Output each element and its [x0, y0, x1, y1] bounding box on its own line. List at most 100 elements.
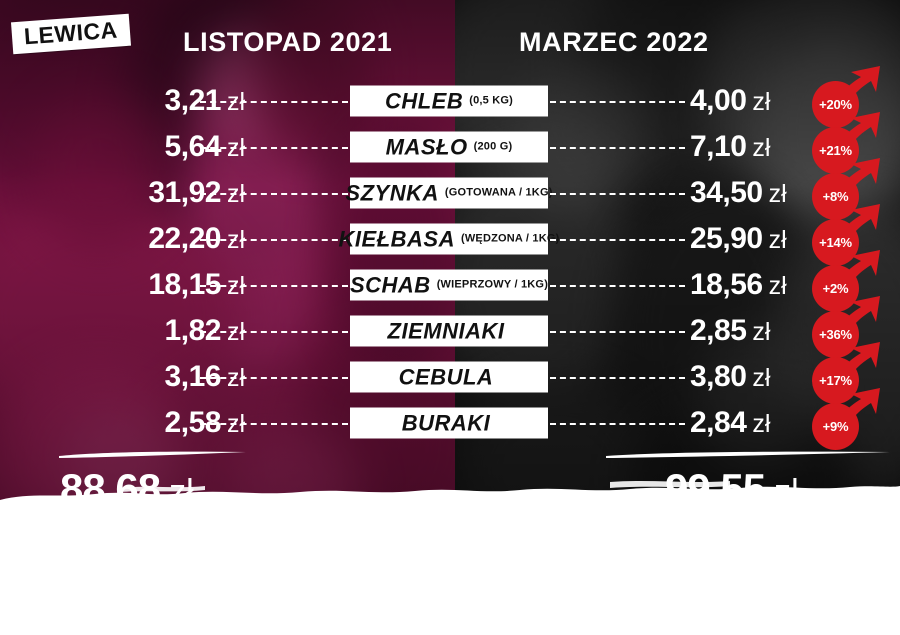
price-row: 31,92 zł SZYNKA (GOTOWANA / 1KG) 34,50 zł +8% — [0, 158, 900, 220]
price-after-currency: zł — [752, 134, 771, 162]
product-name: SZYNKA — [345, 180, 439, 205]
connector-dashes-left — [200, 101, 348, 103]
price-after-value: 34,50 — [690, 176, 763, 209]
connector-dashes-left — [200, 239, 348, 241]
change-percent-circle: +17% — [812, 357, 859, 404]
product-label: BURAKI — [350, 407, 548, 439]
price-after-value: 3,80 — [690, 360, 747, 393]
price-before-value: 5,64 — [164, 130, 222, 163]
change-badge: +20% — [812, 66, 892, 130]
product-label: SZYNKA (GOTOWANA / 1KG) — [345, 177, 552, 209]
price-row: 22,20 zł KIEŁBASA (WĘDZONA / 1KG) 25,90 zł +14… — [0, 204, 900, 266]
price-after-value: 7,10 — [690, 130, 747, 163]
connector-dashes-right — [550, 147, 685, 149]
connector-dashes-left — [200, 423, 348, 425]
price-before-value: 3,16 — [164, 360, 222, 393]
product-quantity: (GOTOWANA / 1KG) — [444, 186, 553, 199]
change-percent-value: +8% — [822, 189, 849, 204]
price-before-value: 22,20 — [148, 222, 221, 255]
change-percent-circle: +9% — [812, 403, 859, 450]
change-percent-circle: +14% — [812, 219, 859, 266]
price-before-value: 2,58 — [164, 406, 222, 439]
connector-dashes-left — [200, 147, 348, 149]
column-header-after: MARZEC 2022 — [519, 27, 709, 57]
product-name: BURAKI — [401, 410, 491, 435]
product-quantity: (200 G) — [473, 140, 513, 153]
product-name: SCHAB — [349, 272, 431, 297]
change-badge: +2% — [812, 250, 892, 314]
price-after: 25,90 zł — [690, 224, 787, 254]
price-after-currency: zł — [768, 180, 787, 208]
price-before-value: 18,15 — [148, 268, 221, 301]
change-percent-circle: +20% — [812, 81, 859, 128]
product-label: SCHAB (WIEPRZOWY / 1KG) — [349, 269, 548, 301]
connector-dashes-right — [550, 331, 685, 333]
change-percent-value: +21% — [819, 143, 852, 158]
connector-dashes-left — [200, 285, 348, 287]
price-before-value: 3,21 — [164, 84, 222, 117]
brush-stroke-edge — [0, 481, 900, 508]
price-after-currency: zł — [752, 410, 771, 438]
price-before: 2,58 zł — [165, 408, 245, 438]
connector-dashes-right — [550, 101, 685, 103]
footer-band: #DROŻYZNAPLUS INFLACJA 8,5% — [0, 481, 900, 635]
price-after: 2,84 zł — [690, 408, 770, 438]
product-label: CHLEB (0,5 KG) — [350, 85, 548, 117]
column-header-before: LISTOPAD 2021 — [183, 27, 393, 57]
change-percent-value: +2% — [822, 281, 849, 296]
price-after-value: 25,90 — [690, 222, 763, 255]
product-quantity: (0,5 KG) — [469, 94, 514, 107]
price-after: 3,80 zł — [690, 362, 770, 392]
change-percent-circle: +21% — [812, 127, 859, 174]
connector-dashes-right — [550, 423, 685, 425]
total-rule-left — [59, 451, 246, 458]
product-name: CHLEB — [384, 88, 464, 113]
price-row: 18,15 zł SCHAB (WIEPRZOWY / 1KG) 18,56 zł +2% — [0, 250, 900, 312]
change-percent-circle: +36% — [812, 311, 859, 358]
change-badge: +36% — [812, 296, 892, 360]
price-rows: 3,21 zł CHLEB (0,5 KG) 4,00 zł +20% 5,64 zł MASŁO… — [0, 66, 900, 450]
change-percent-value: +14% — [819, 235, 852, 250]
product-label: ZIEMNIAKI — [350, 315, 548, 347]
product-name: ZIEMNIAKI — [387, 318, 505, 343]
price-before: 3,16 zł — [165, 362, 245, 392]
price-after-value: 2,84 — [690, 406, 747, 439]
price-before: 1,82 zł — [165, 316, 245, 346]
lewica-logo-text: LEWICA — [23, 16, 119, 50]
price-before-value: 1,82 — [164, 314, 222, 347]
price-after-value: 4,00 — [690, 84, 747, 117]
change-badge: +14% — [812, 204, 892, 268]
price-after: 18,56 zł — [690, 270, 787, 300]
price-before: 18,15 zł — [148, 270, 245, 300]
product-label: MASŁO (200 G) — [350, 131, 548, 163]
price-after-value: 18,56 — [690, 268, 763, 301]
change-percent-value: +17% — [819, 373, 852, 388]
price-row: 1,82 zł ZIEMNIAKI 2,85 zł +36% — [0, 296, 900, 358]
price-after-currency: zł — [768, 272, 787, 300]
product-name: KIEŁBASA — [338, 226, 455, 251]
change-percent-value: +20% — [819, 97, 852, 112]
change-percent-circle: +2% — [812, 265, 859, 312]
price-after-currency: zł — [752, 88, 771, 116]
price-after-value: 2,85 — [690, 314, 747, 347]
price-after: 7,10 zł — [690, 132, 770, 162]
connector-dashes-right — [550, 239, 685, 241]
product-name: CEBULA — [398, 364, 494, 389]
connector-dashes-right — [550, 285, 685, 287]
price-before: 22,20 zł — [148, 224, 245, 254]
price-after-currency: zł — [752, 364, 771, 392]
change-badge: +8% — [812, 158, 892, 222]
total-rule-right — [606, 451, 891, 458]
change-percent-circle: +8% — [812, 173, 859, 220]
connector-dashes-right — [550, 193, 685, 195]
product-name: MASŁO — [385, 134, 468, 159]
connector-dashes-right — [550, 377, 685, 379]
price-after-currency: zł — [752, 318, 771, 346]
price-after-currency: zł — [768, 226, 787, 254]
price-after: 4,00 zł — [690, 86, 770, 116]
price-row: 5,64 zł MASŁO (200 G) 7,10 zł +21% — [0, 112, 900, 174]
connector-dashes-left — [200, 377, 348, 379]
price-row: 2,58 zł BURAKI 2,84 zł +9% — [0, 388, 900, 450]
price-row: 3,16 zł CEBULA 3,80 zł +17% — [0, 342, 900, 404]
